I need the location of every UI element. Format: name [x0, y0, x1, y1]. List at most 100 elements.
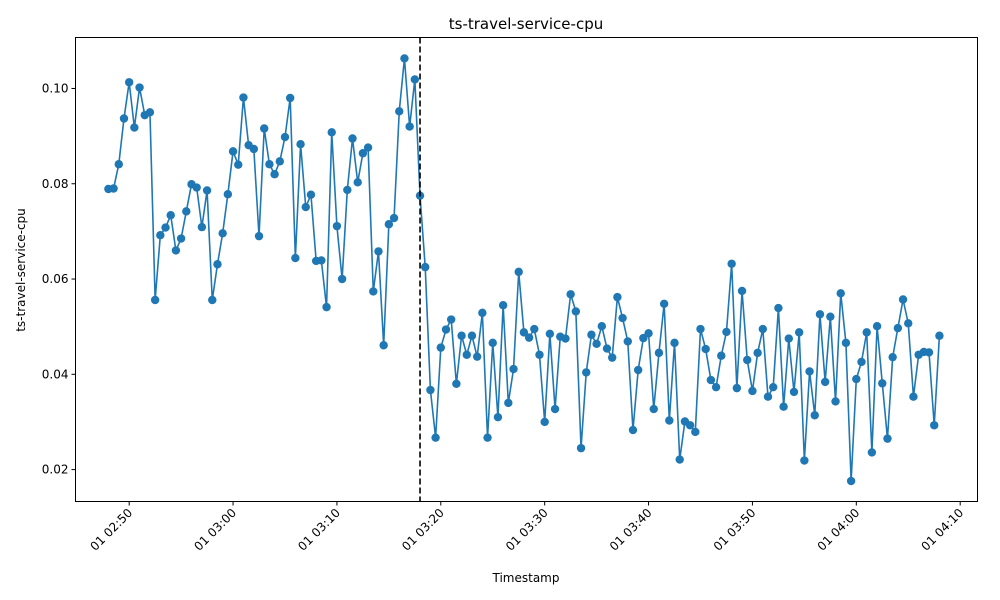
data-point: [384, 220, 394, 229]
data-point: [789, 387, 799, 397]
data-point: [498, 301, 508, 310]
data-point: [758, 324, 768, 334]
data-point: [602, 344, 612, 353]
data-point: [582, 368, 591, 377]
x-tick-label: 01 03:30: [503, 506, 551, 554]
data-point: [509, 364, 518, 374]
data-point: [530, 324, 539, 334]
data-point: [493, 412, 503, 422]
x-tick-label: 01 04:10: [918, 506, 966, 554]
data-point: [737, 286, 747, 296]
data-point: [576, 443, 586, 453]
data-point: [597, 321, 607, 331]
data-point: [483, 433, 492, 442]
x-axis-label: Timestamp: [492, 571, 560, 585]
data-point: [836, 289, 845, 298]
data-point: [779, 402, 788, 411]
data-point: [608, 353, 617, 362]
data-point: [545, 329, 555, 339]
data-point: [327, 128, 336, 137]
data-point: [472, 352, 482, 361]
data-point: [343, 185, 352, 195]
data-point: [119, 114, 129, 123]
data-point: [457, 331, 466, 340]
x-tick-label: 01 04:00: [815, 506, 863, 554]
y-tick-label: 0.04: [42, 367, 69, 381]
data-point: [628, 425, 638, 435]
data-point: [841, 338, 851, 348]
data-point: [675, 455, 684, 464]
data-point: [228, 147, 238, 156]
data-point: [130, 123, 139, 132]
data-point: [337, 274, 347, 284]
y-axis: 0.02 0.04 0.06 0.08 0.10: [42, 81, 76, 477]
data-point: [898, 295, 908, 304]
data-point: [285, 93, 295, 103]
data-point: [400, 54, 409, 63]
data-point: [909, 392, 918, 401]
data-point: [280, 132, 290, 142]
data-point: [633, 365, 643, 375]
data-point: [540, 417, 549, 427]
data-point: [192, 183, 201, 192]
data-point: [717, 351, 726, 360]
y-tick-label: 0.06: [42, 272, 69, 286]
data-point: [774, 303, 783, 313]
data-point: [426, 385, 435, 395]
data-point: [208, 295, 217, 305]
data-point: [124, 78, 134, 87]
data-point: [685, 421, 695, 430]
data-point: [270, 170, 279, 179]
data-point: [254, 231, 264, 241]
data-point: [317, 256, 326, 265]
data-point: [561, 334, 570, 343]
x-tick-label: 01 03:00: [191, 506, 239, 554]
data-point: [727, 259, 736, 268]
data-point: [176, 234, 186, 243]
data-point: [659, 299, 669, 308]
data-point: [867, 448, 877, 457]
data-point: [893, 323, 903, 333]
data-point: [800, 456, 809, 465]
data-point: [535, 350, 544, 359]
data-point: [550, 404, 560, 414]
data-point: [706, 375, 716, 385]
data-point: [389, 213, 399, 223]
data-point: [826, 312, 835, 321]
data-point: [395, 107, 404, 116]
data-point: [161, 223, 170, 232]
data-point: [306, 190, 316, 199]
data-point: [374, 247, 383, 256]
data-point: [265, 160, 274, 169]
data-point: [665, 416, 674, 425]
data-point: [431, 433, 440, 442]
data-point: [649, 404, 658, 414]
data-point: [156, 231, 165, 240]
data-point: [670, 338, 679, 348]
data-point: [234, 160, 243, 169]
data-point: [363, 143, 373, 152]
data-point: [862, 328, 871, 337]
data-point: [109, 184, 118, 193]
data-point: [722, 327, 731, 337]
data-point: [488, 338, 497, 348]
data-point: [696, 324, 705, 334]
data-point: [810, 411, 819, 420]
x-tick-label: 01 03:10: [295, 506, 343, 554]
data-point: [249, 144, 259, 154]
x-tick-label: 01 02:50: [87, 506, 135, 554]
y-tick-label: 0.10: [42, 81, 69, 95]
data-point: [618, 313, 627, 323]
data-point: [701, 344, 710, 354]
x-tick-label: 01 03:40: [607, 506, 655, 554]
data-point: [182, 207, 191, 216]
data-point: [436, 343, 445, 352]
data-point: [769, 382, 778, 392]
data-point: [504, 398, 513, 408]
data-point: [904, 319, 913, 328]
data-point: [888, 352, 897, 362]
data-point: [644, 329, 653, 338]
data-point: [753, 348, 762, 358]
data-point: [452, 379, 461, 389]
